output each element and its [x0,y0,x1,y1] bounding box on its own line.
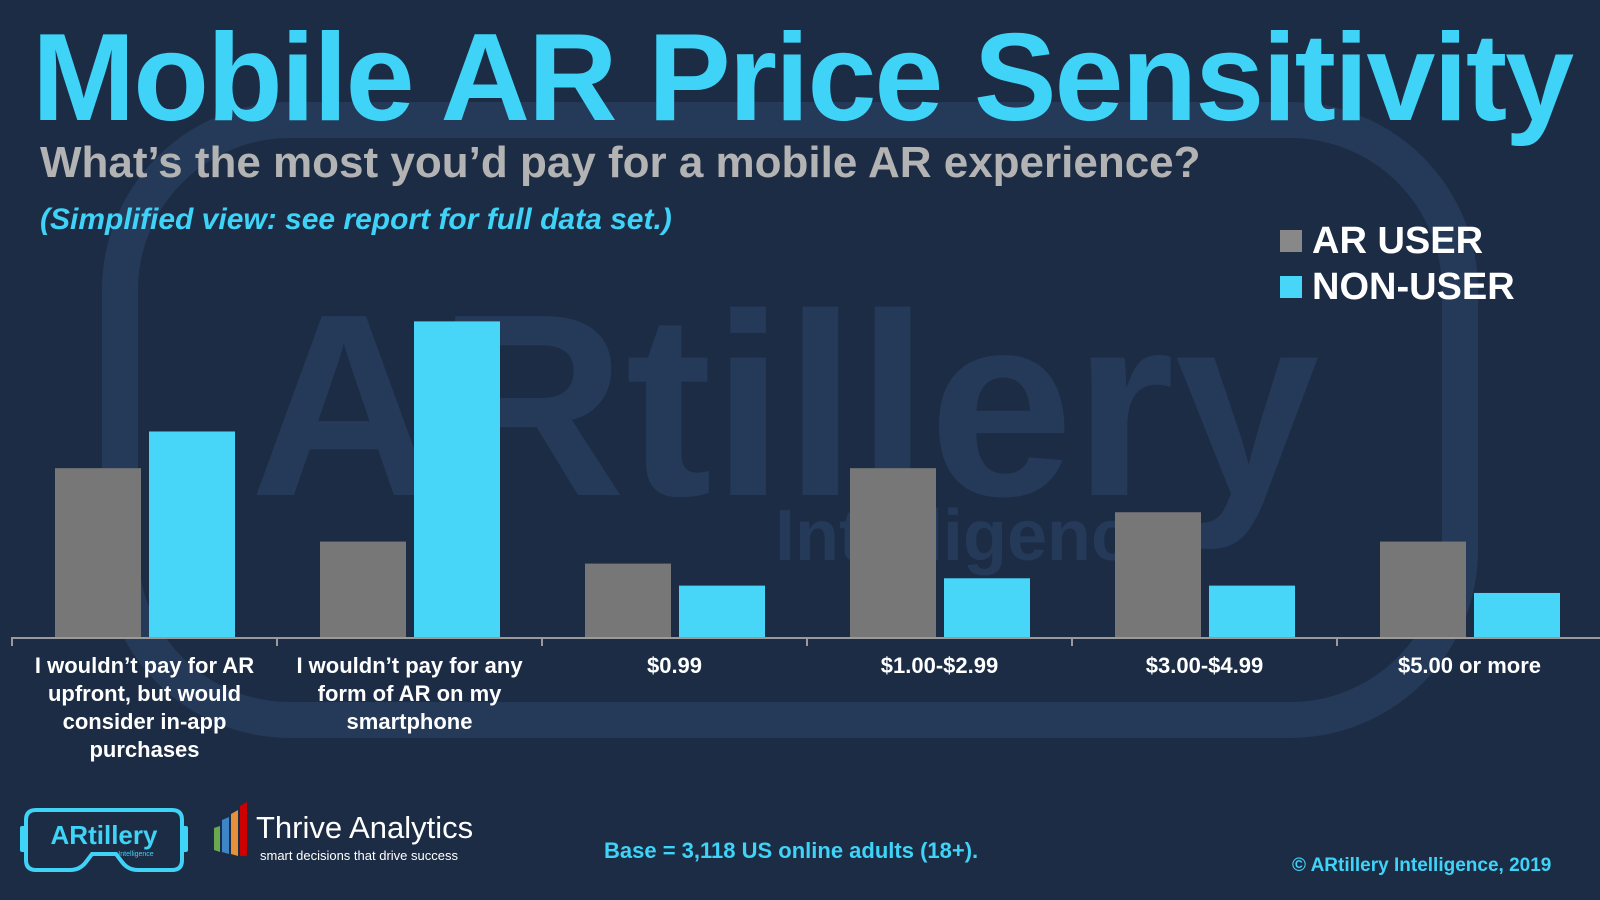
category-label-0: I wouldn’t pay for AR upfront, but would… [34,653,255,762]
bar-ar-user-3 [850,468,936,637]
bar-non-user-3 [944,578,1030,637]
category-label-5: $5.00 or more [1397,653,1542,678]
bar-non-user-2 [679,585,765,637]
thrive-tagline: smart decisions that drive success [260,848,458,863]
category-label-4: $3.00-$4.99 [1145,653,1264,678]
bar-non-user-1 [414,321,500,637]
bar-non-user-5 [1474,592,1560,637]
artillery-logo: ARtillery Intelligence [20,808,188,872]
chart-legend: AR USER NON-USER [1280,218,1515,310]
thrive-name: Thrive Analytics [256,810,474,845]
category-label-3: $1.00-$2.99 [880,653,999,678]
logo-text: ARtillery [51,820,158,850]
copyright: © ARtillery Intelligence, 2019 [1292,855,1552,876]
legend-label-non-user: NON-USER [1312,265,1515,308]
logo-subtext: Intelligence [118,851,154,858]
legend-item-ar-user: AR USER [1280,218,1515,264]
legend-label-ar-user: AR USER [1312,219,1484,262]
legend-item-non-user: NON-USER [1280,264,1515,310]
page-subtitle: What’s the most you’d pay for a mobile A… [40,138,1201,187]
legend-swatch-non-user [1280,276,1302,298]
bar-ar-user-4 [1115,512,1201,637]
bar-ar-user-5 [1380,541,1466,637]
thrive-bars-icon [214,802,247,856]
bar-ar-user-0 [55,468,141,637]
base-note: Base = 3,118 US online adults (18+). [604,838,979,863]
category-label-1: I wouldn’t pay for any form of AR on my … [296,653,523,734]
bar-non-user-0 [149,431,235,637]
page-title: Mobile AR Price Sensitivity [32,9,1574,147]
category-label-2: $0.99 [646,653,703,678]
bar-ar-user-2 [585,563,671,637]
bar-ar-user-1 [320,541,406,637]
simplified-view-note: (Simplified view: see report for full da… [40,203,672,236]
legend-swatch-ar-user [1280,230,1302,252]
bar-non-user-4 [1209,585,1295,637]
